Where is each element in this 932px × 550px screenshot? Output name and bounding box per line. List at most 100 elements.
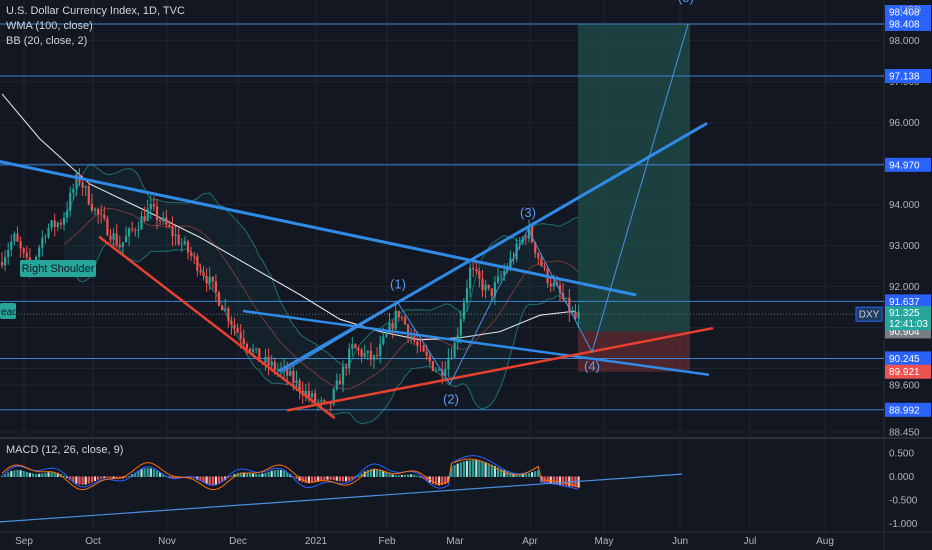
candle-body xyxy=(87,186,90,205)
time-tick-mar: Mar xyxy=(446,536,464,547)
macd-histogram-bar xyxy=(106,476,109,478)
candle-body xyxy=(484,284,487,291)
candle-body xyxy=(233,324,236,328)
macd-histogram-bar xyxy=(403,474,407,477)
symbol-title[interactable]: U.S. Dollar Currency Index, 1D, TVC xyxy=(6,5,185,17)
price-badge-2-text: 94.970 xyxy=(889,160,920,171)
candle xyxy=(245,341,248,355)
macd-histogram-bar xyxy=(341,476,345,482)
candle xyxy=(524,234,527,245)
candle-body xyxy=(134,229,137,231)
candle-body xyxy=(217,292,221,306)
price-badge-5-bg xyxy=(885,351,931,366)
candle-body xyxy=(239,332,242,339)
candle-body xyxy=(109,235,112,240)
candles xyxy=(0,168,580,412)
candle xyxy=(221,304,224,311)
candle xyxy=(199,263,202,276)
macd-histogram-bar xyxy=(152,469,155,477)
macd-histogram-bar xyxy=(366,469,369,477)
candle-body xyxy=(447,357,450,369)
macd-histogram-bar xyxy=(252,473,255,477)
macd-histogram-bar xyxy=(506,471,509,477)
candle-body xyxy=(456,335,459,343)
candle xyxy=(205,268,208,292)
candle-body xyxy=(19,241,22,249)
bb-indicator-label[interactable]: BB (20, close, 2) xyxy=(6,35,88,47)
candle-body xyxy=(53,220,56,227)
candle-body xyxy=(211,276,214,282)
time-tick-aug: Aug xyxy=(816,536,834,547)
candle-body xyxy=(47,227,50,238)
candle-body xyxy=(292,370,295,384)
candle-body xyxy=(252,349,255,352)
candle xyxy=(366,350,369,361)
candle xyxy=(577,304,580,325)
candle xyxy=(106,215,109,237)
candle xyxy=(465,279,469,312)
macd-histogram-bar xyxy=(137,470,140,477)
candle-body xyxy=(224,308,227,311)
candle xyxy=(159,217,162,226)
time-axis[interactable]: Sep Oct Nov Dec 2021 Feb Mar Apr May Jun Jul Aug xyxy=(15,536,834,547)
candle xyxy=(490,288,493,303)
macd-histogram-bar xyxy=(273,470,276,477)
price-badge-3-text: 91.637 xyxy=(889,297,920,308)
candle-body xyxy=(357,348,360,350)
price-axis[interactable]: 98.00097.00096.00095.00094.00093.00092.0… xyxy=(855,5,931,530)
candle-body xyxy=(425,351,428,356)
candle xyxy=(146,199,149,222)
macd-histogram-bar xyxy=(13,470,16,477)
macd-histogram-bar xyxy=(267,471,270,477)
candle xyxy=(196,253,199,277)
candle xyxy=(224,298,227,313)
macd-histogram-bar xyxy=(230,475,233,477)
macd-histogram-bar xyxy=(397,475,400,477)
macd-histogram-bar xyxy=(407,474,410,477)
candle xyxy=(568,289,571,322)
elliott-wave-path xyxy=(281,24,689,386)
time-tick-jun: Jun xyxy=(672,536,688,547)
candle-body xyxy=(22,248,25,253)
candle xyxy=(41,230,44,257)
candle xyxy=(450,347,453,361)
candle-body xyxy=(363,352,366,357)
price-badge-2: 94.970 xyxy=(885,157,931,172)
candle-body xyxy=(428,355,431,362)
wave-label-5: (5) xyxy=(678,0,694,5)
candle xyxy=(462,298,465,323)
macd-histogram-bar xyxy=(388,473,391,477)
macd-histogram-bar xyxy=(4,474,7,477)
candle-body xyxy=(527,226,531,239)
macd-signal-line xyxy=(1,458,579,491)
candle-body xyxy=(72,188,75,193)
candle-body xyxy=(341,366,345,385)
macd-histogram-bar xyxy=(379,469,382,477)
candle-body xyxy=(335,380,338,390)
price-badge-top-bg xyxy=(885,5,931,19)
time-tick-2021: 2021 xyxy=(305,536,328,547)
candle-body xyxy=(180,243,183,245)
price-badge-1: 97.138 xyxy=(885,69,931,84)
price-badge-0: 98.408 xyxy=(885,16,931,31)
candle xyxy=(431,360,434,372)
macd-histogram-bar xyxy=(357,475,360,477)
candle xyxy=(168,220,171,229)
price-badge-3: 91.637 xyxy=(885,294,931,309)
candle-body xyxy=(422,345,425,352)
candle-body xyxy=(50,220,53,228)
candle-body xyxy=(518,242,521,244)
candle xyxy=(459,310,462,344)
candle xyxy=(372,354,376,369)
wma-indicator-label[interactable]: WMA (100, close) xyxy=(6,20,93,32)
macd-histogram-bar xyxy=(558,476,562,485)
macd-histogram-bar xyxy=(310,476,314,483)
candle-body xyxy=(84,186,87,188)
candle-body xyxy=(143,216,146,221)
head-label: ead xyxy=(0,303,18,319)
candle-body xyxy=(403,317,407,325)
macd-indicator-label[interactable]: MACD (12, 26, close, 9) xyxy=(6,444,124,456)
macd-histogram-bar xyxy=(450,466,453,477)
candle-body xyxy=(487,284,490,289)
